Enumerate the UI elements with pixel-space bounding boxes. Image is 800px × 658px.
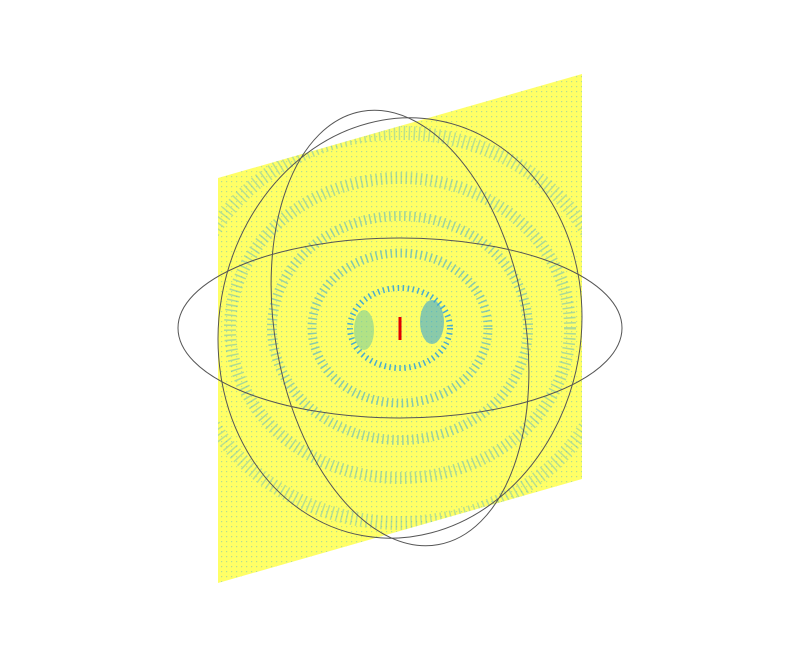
horizontal-orbit-ellipse xyxy=(177,237,623,419)
vertical-orbit-ellipse xyxy=(270,109,530,547)
tilted-orbit-ellipse xyxy=(217,117,583,539)
